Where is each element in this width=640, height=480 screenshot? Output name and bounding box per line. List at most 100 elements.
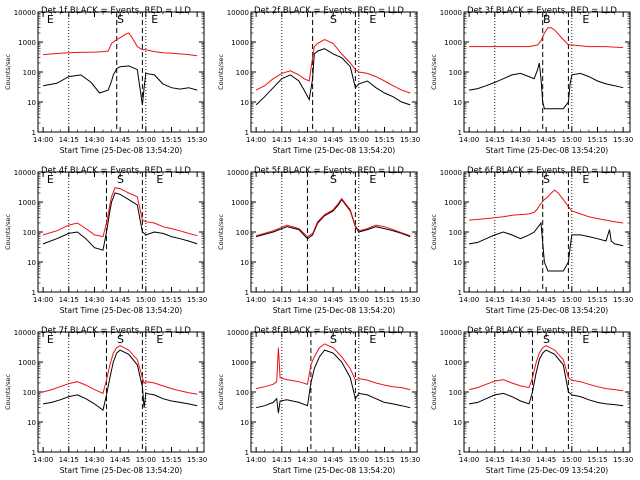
- event-marker-label: S: [117, 333, 124, 346]
- series-line-events: [469, 349, 624, 407]
- x-axis-label: Start Time (25-Dec-08 13:54:20): [273, 466, 395, 475]
- y-tick-label: 1: [458, 129, 462, 137]
- x-axis-label: Start Time (25-Dec-08 13:54:20): [60, 466, 182, 475]
- x-tick-label: 15:15: [161, 136, 181, 144]
- x-tick-label: 15:30: [400, 456, 420, 464]
- x-tick-label: 15:15: [587, 456, 607, 464]
- series-line-lld: [255, 197, 411, 238]
- x-tick-label: 15:00: [562, 296, 582, 304]
- chart-panel-6: Det 6f BLACK = Events, RED = LLD Counts/s…: [430, 166, 633, 315]
- x-tick-label: 14:45: [110, 296, 130, 304]
- plot-frame: [463, 11, 631, 133]
- x-tick-label: 14:00: [246, 296, 266, 304]
- y-tick-label: 10000: [227, 9, 249, 17]
- x-tick-label: 15:30: [613, 136, 633, 144]
- x-tick-label: 14:30: [297, 136, 317, 144]
- chart-panel-3: Det 3f BLACK = Events, RED = LLD Counts/s…: [430, 6, 633, 155]
- y-tick-label: 1: [245, 129, 249, 137]
- x-tick-label: 14:30: [84, 136, 104, 144]
- x-axis-label: Start Time (25-Dec-08 13:54:20): [60, 306, 182, 315]
- series-line-lld: [469, 27, 624, 49]
- x-tick-label: 15:00: [136, 296, 156, 304]
- event-marker-label: S: [330, 173, 337, 186]
- y-axis-label: Counts/sec: [430, 374, 438, 410]
- x-axis-label: Start Time (25-Dec-09 13:54:20): [486, 466, 608, 475]
- y-tick-label: 100: [23, 389, 36, 397]
- x-tick-label: 14:30: [510, 136, 530, 144]
- event-marker-label: S: [117, 13, 124, 26]
- x-tick-label: 15:15: [374, 136, 394, 144]
- series-line-events: [469, 62, 624, 110]
- x-tick-label: 14:15: [272, 296, 292, 304]
- y-tick-label: 10000: [440, 169, 462, 177]
- y-tick-label: 1000: [18, 39, 36, 47]
- chart-panel-4: Det 4f BLACK = Events, RED = LLD Counts/s…: [4, 166, 207, 315]
- chart-panel-8: Det 8f BLACK = Events, RED = LLD Counts/s…: [217, 326, 420, 475]
- x-axis-label: Start Time (25-Dec-08 13:54:20): [486, 306, 608, 315]
- x-axis-label: Start Time (25-Dec-08 13:54:20): [60, 146, 182, 155]
- event-marker-label: E: [369, 13, 376, 26]
- plot-frame: [250, 331, 418, 453]
- x-tick-label: 15:30: [613, 296, 633, 304]
- event-marker-label: E: [582, 13, 589, 26]
- event-marker-label: E: [156, 173, 163, 186]
- x-tick-label: 14:00: [33, 296, 53, 304]
- series-line-events: [43, 65, 198, 105]
- plot-frame: [37, 11, 205, 133]
- y-tick-label: 1000: [444, 359, 462, 367]
- y-tick-label: 1000: [18, 199, 36, 207]
- y-tick-label: 100: [236, 69, 249, 77]
- event-marker-label: S: [330, 13, 337, 26]
- series-line-lld: [42, 345, 198, 395]
- chart-title: Det 4f BLACK = Events, RED = LLD: [41, 166, 191, 176]
- chart-title: Det 6f BLACK = Events, RED = LLD: [467, 166, 617, 176]
- series-line-events: [42, 192, 198, 251]
- x-tick-label: 15:00: [349, 136, 369, 144]
- x-tick-label: 14:30: [510, 296, 530, 304]
- x-tick-label: 15:30: [400, 136, 420, 144]
- x-tick-label: 14:15: [485, 296, 505, 304]
- series-line-lld: [42, 187, 198, 238]
- x-tick-label: 15:00: [562, 456, 582, 464]
- y-tick-label: 1: [32, 129, 36, 137]
- x-axis-label: Start Time (25-Dec-08 13:54:20): [273, 146, 395, 155]
- chart-title: Det 9f BLACK = Events, RED = LLD: [467, 326, 617, 336]
- event-marker-label: S: [543, 173, 550, 186]
- x-tick-label: 15:30: [187, 456, 207, 464]
- x-tick-label: 14:00: [246, 136, 266, 144]
- event-marker-label: S: [117, 173, 124, 186]
- y-tick-label: 1: [32, 449, 36, 457]
- y-tick-label: 10: [453, 259, 462, 267]
- y-tick-label: 10: [240, 259, 249, 267]
- y-tick-label: 10000: [14, 169, 36, 177]
- x-tick-label: 15:00: [136, 136, 156, 144]
- event-marker-label: E: [47, 173, 54, 186]
- y-tick-label: 1000: [444, 199, 462, 207]
- series-line-events: [43, 349, 198, 411]
- event-marker-label: E: [47, 333, 54, 346]
- y-tick-label: 10: [27, 259, 36, 267]
- x-tick-label: 14:15: [59, 296, 79, 304]
- x-tick-label: 15:30: [187, 296, 207, 304]
- y-axis-label: Counts/sec: [217, 214, 225, 250]
- y-tick-label: 100: [236, 229, 249, 237]
- event-marker-label: E: [582, 333, 589, 346]
- x-tick-label: 14:15: [59, 136, 79, 144]
- event-marker-label: E: [369, 173, 376, 186]
- x-tick-label: 14:45: [536, 456, 556, 464]
- plot-frame: [250, 171, 418, 293]
- series-line-lld: [468, 345, 624, 392]
- x-tick-label: 14:00: [246, 456, 266, 464]
- x-tick-label: 14:15: [485, 456, 505, 464]
- y-tick-label: 100: [449, 69, 462, 77]
- x-axis-label: Start Time (25-Dec-08 13:54:20): [273, 306, 395, 315]
- chart-title: Det 8f BLACK = Events, RED = LLD: [254, 326, 404, 336]
- y-axis-label: Counts/sec: [217, 374, 225, 410]
- y-axis-label: Counts/sec: [430, 214, 438, 250]
- y-tick-label: 1000: [231, 359, 249, 367]
- y-axis-label: Counts/sec: [4, 214, 12, 250]
- y-tick-label: 1000: [18, 359, 36, 367]
- chart-panel-9: Det 9f BLACK = Events, RED = LLD Counts/s…: [430, 326, 633, 475]
- event-marker-label: E: [582, 173, 589, 186]
